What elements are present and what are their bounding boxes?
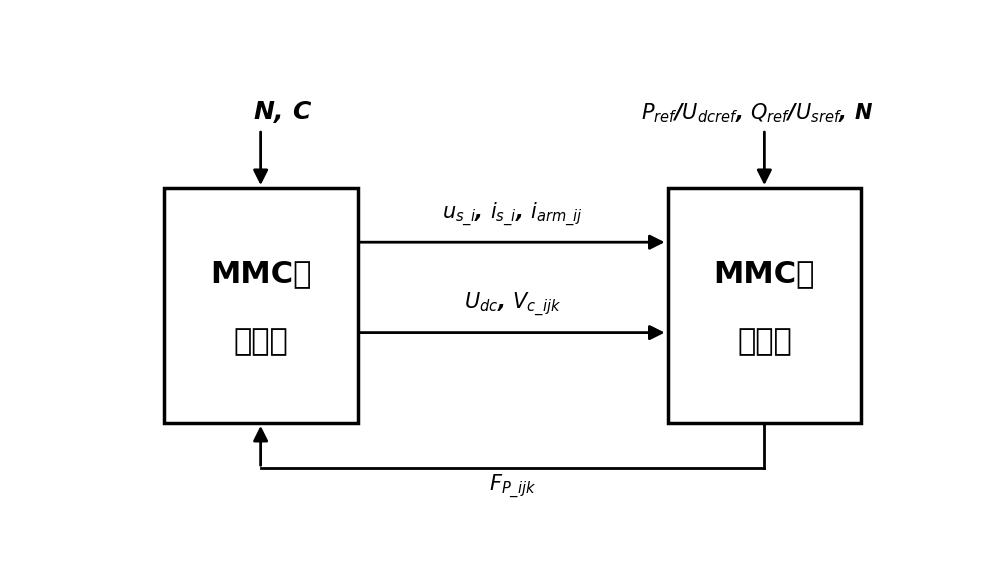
Text: $\boldsymbol{F_{P\_ijk}}$: $\boldsymbol{F_{P\_ijk}}$ bbox=[489, 473, 536, 501]
Text: $\boldsymbol{N}$, $\boldsymbol{C}$: $\boldsymbol{N}$, $\boldsymbol{C}$ bbox=[253, 99, 312, 124]
Text: 制系统: 制系统 bbox=[737, 327, 792, 356]
Text: $\boldsymbol{u_{s\_i}}$, $\boldsymbol{i_{s\_i}}$, $\boldsymbol{i_{arm\_ij}}$: $\boldsymbol{u_{s\_i}}$, $\boldsymbol{i_… bbox=[442, 200, 583, 228]
Text: MMC一: MMC一 bbox=[210, 259, 311, 288]
Text: 次系统: 次系统 bbox=[233, 327, 288, 356]
Bar bbox=[164, 188, 358, 423]
Bar bbox=[668, 188, 861, 423]
Text: MMC控: MMC控 bbox=[714, 259, 815, 288]
Text: $\boldsymbol{U_{dc}}$, $\boldsymbol{V_{c\_ijk}}$: $\boldsymbol{U_{dc}}$, $\boldsymbol{V_{c… bbox=[464, 291, 561, 319]
Text: $\boldsymbol{P_{ref}}$/$\boldsymbol{U_{dcref}}$, $\boldsymbol{Q_{ref}}$/$\boldsy: $\boldsymbol{P_{ref}}$/$\boldsymbol{U_{d… bbox=[641, 101, 873, 124]
